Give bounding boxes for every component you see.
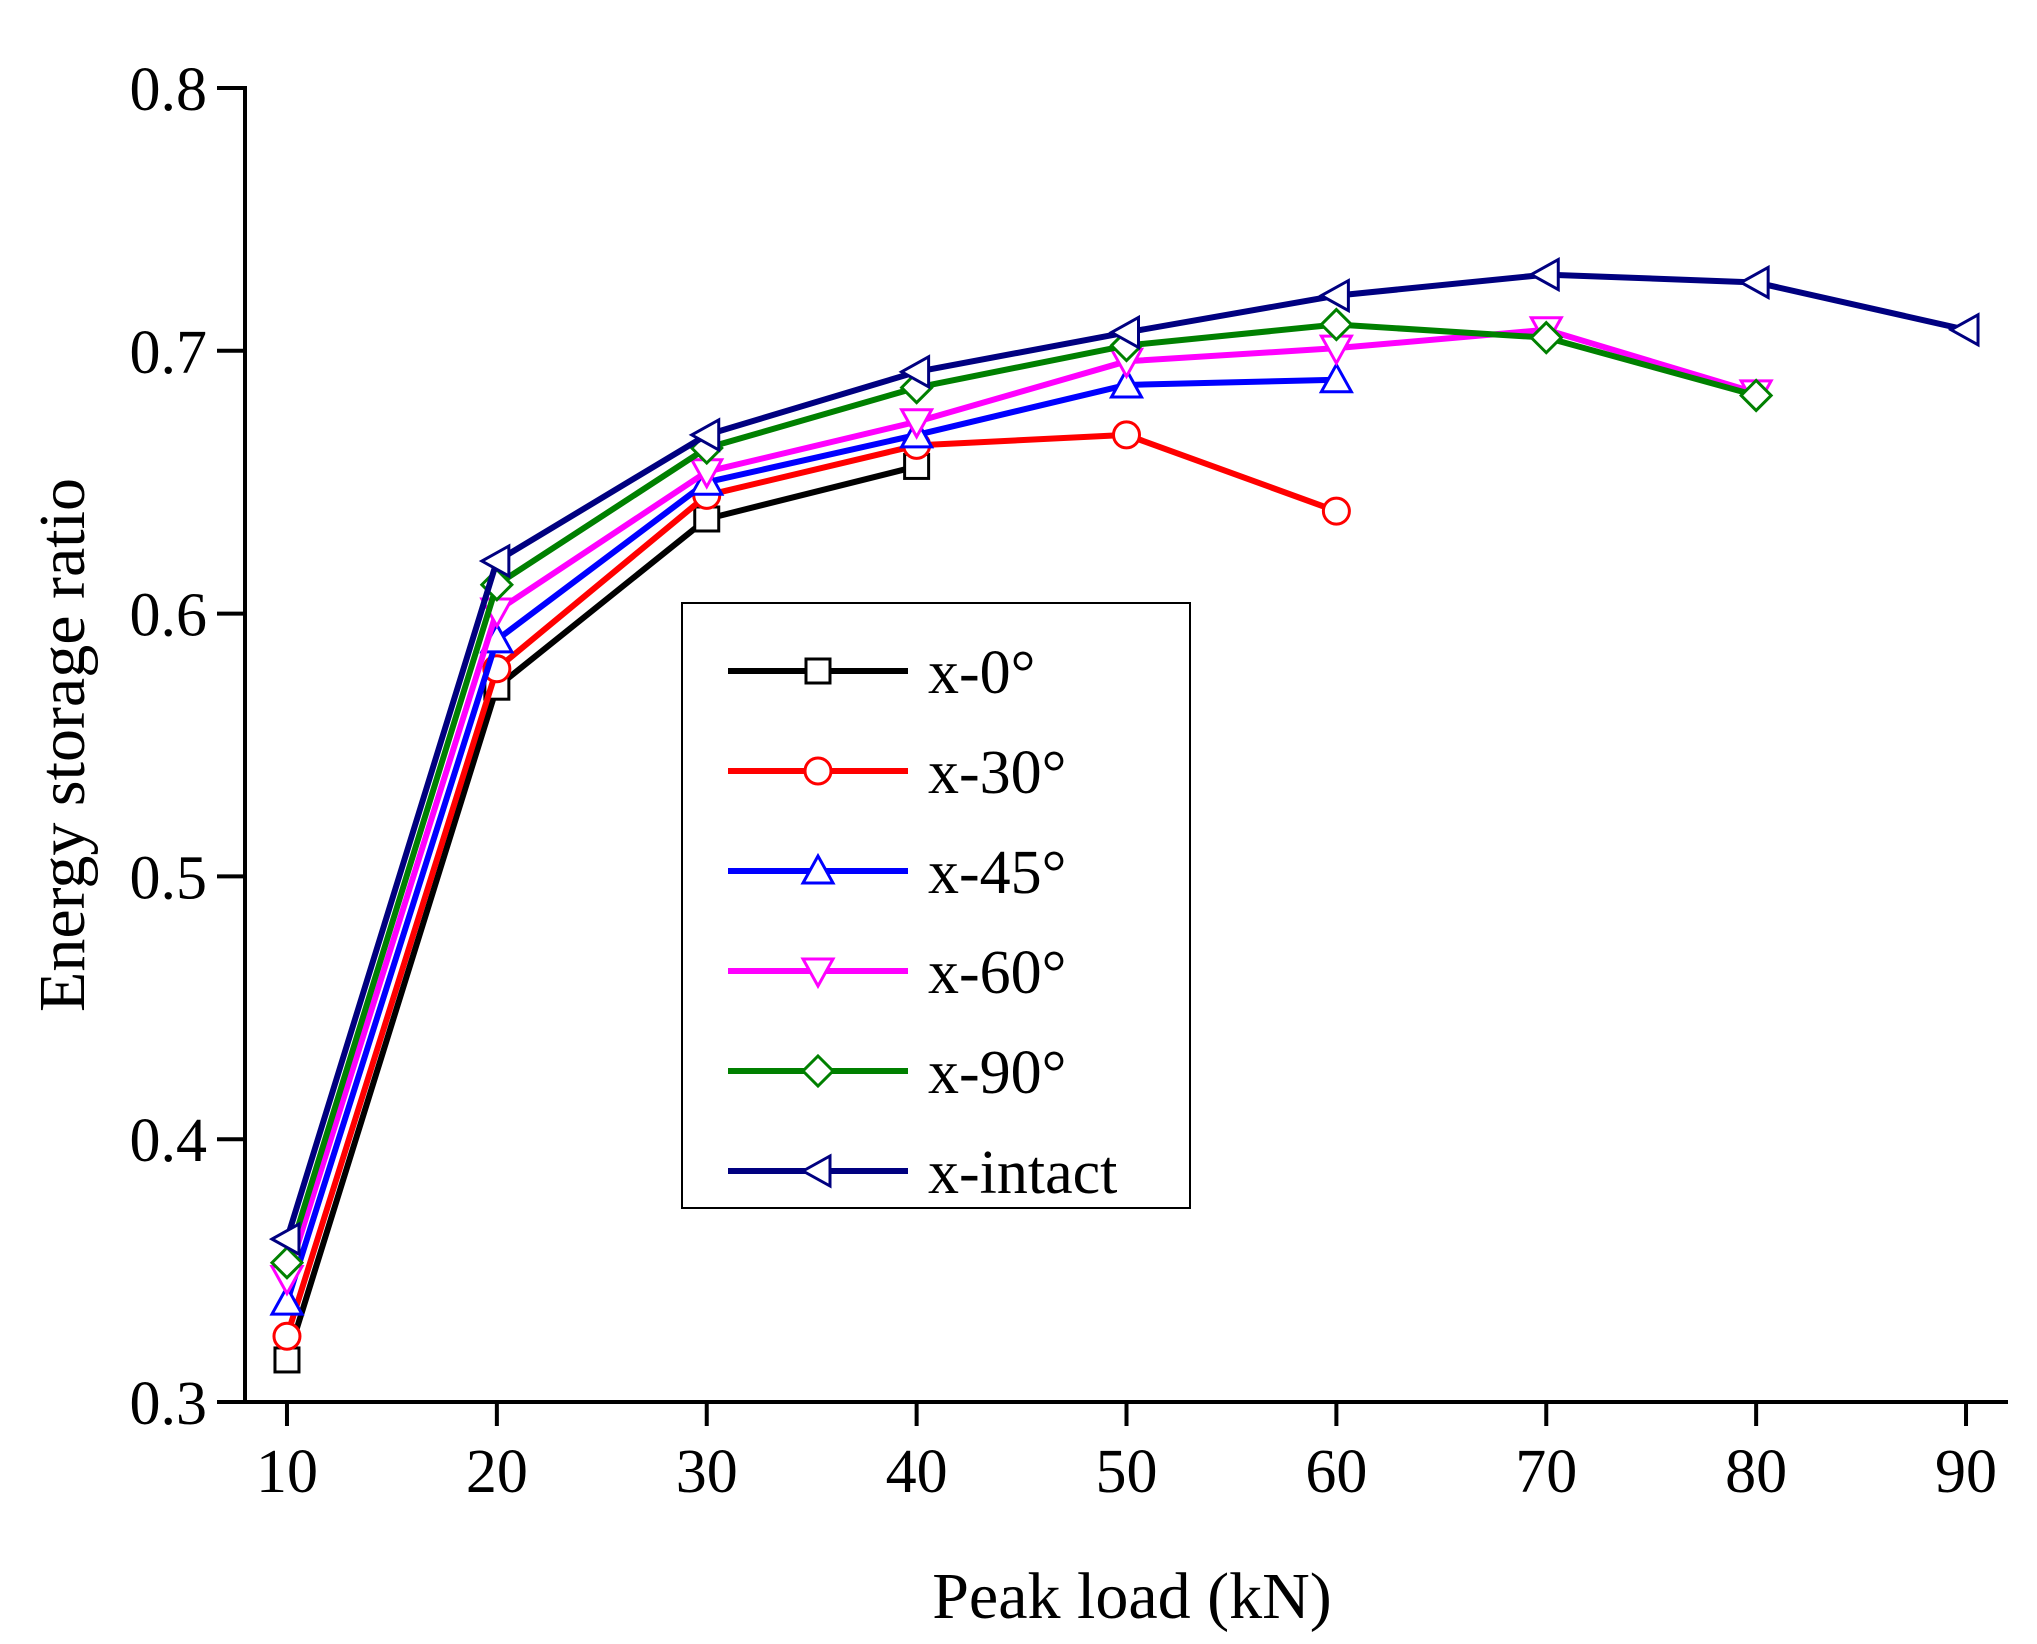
series-line	[284, 431, 1338, 1338]
data-point	[693, 505, 721, 533]
data-point	[268, 1221, 301, 1257]
data-point	[273, 1346, 301, 1374]
y-tick-label: 0.5	[130, 844, 208, 912]
data-point	[1112, 420, 1141, 450]
x-tick-label: 50	[1096, 1438, 1158, 1506]
x-tick-label: 40	[886, 1438, 948, 1506]
data-point	[1528, 257, 1560, 293]
legend-marker	[800, 1053, 836, 1089]
data-point	[899, 408, 935, 440]
data-point	[1947, 312, 1980, 348]
legend-label: x-intact	[928, 1139, 1117, 1207]
data-point	[478, 543, 511, 579]
x-tick-label: 20	[466, 1438, 528, 1506]
y-tick-label: 0.4	[130, 1107, 208, 1175]
legend-item: x-60°	[728, 939, 1066, 1007]
data-point	[269, 1245, 305, 1280]
x-tick-label: 60	[1305, 1438, 1367, 1506]
data-point	[1318, 278, 1350, 314]
data-point	[688, 417, 721, 453]
legend-item: x-45°	[728, 839, 1066, 907]
axes: 0.3 0.4 0.5 0.6 0.7 0.8 10 20 30 40 50 60 70 80 90	[130, 56, 2008, 1506]
data-point	[898, 354, 931, 390]
y-tick-label: 0.8	[130, 56, 208, 124]
series-line	[284, 321, 1757, 1264]
x-axis-title: Peak load (kN)	[932, 1560, 1332, 1633]
data-point	[1529, 320, 1564, 355]
x-tick-label: 30	[676, 1438, 738, 1506]
data-point	[1319, 307, 1354, 342]
y-tick-label: 0.7	[130, 319, 208, 387]
data-point	[1321, 496, 1351, 526]
y-tick-label: 0.3	[130, 1370, 208, 1438]
series-line	[284, 463, 918, 1361]
x-tick-label: 80	[1725, 1438, 1787, 1506]
data-point	[1108, 314, 1140, 350]
x-tick-label: 70	[1515, 1438, 1577, 1506]
data-point	[269, 1284, 305, 1316]
legend-label: x-45°	[928, 839, 1066, 907]
legend-item: x-90°	[728, 1039, 1066, 1107]
series-x-90°	[269, 307, 1774, 1280]
y-axis-title: Energy storage ratio	[26, 478, 99, 1012]
legend-marker	[804, 657, 832, 685]
series-layer	[268, 257, 1980, 1374]
series-line	[284, 376, 1337, 1304]
legend-marker	[799, 1153, 832, 1189]
legend-marker	[803, 756, 833, 786]
data-point	[1318, 361, 1354, 394]
series-x-intact	[268, 257, 1980, 1257]
data-point	[1738, 264, 1770, 301]
legend: x-0° x-30° x-45° x-60° x-90° x-intact	[681, 602, 1191, 1209]
y-tick-label: 0.6	[130, 582, 208, 650]
legend-label: x-0°	[928, 639, 1035, 707]
data-point	[1108, 366, 1145, 399]
legend-marker	[800, 957, 836, 990]
legend-box	[681, 602, 1191, 1209]
data-point	[272, 1321, 302, 1351]
data-point	[1739, 378, 1774, 413]
x-tick-label: 10	[256, 1438, 318, 1506]
legend-label: x-30°	[928, 739, 1066, 807]
legend-item: x-0°	[728, 639, 1035, 707]
legend-label: x-60°	[928, 939, 1066, 1007]
legend-marker	[800, 852, 836, 885]
x-tick-label: 90	[1935, 1438, 1997, 1506]
legend-item: x-30°	[728, 739, 1066, 807]
legend-label: x-90°	[928, 1039, 1066, 1107]
legend-item: x-intact	[728, 1139, 1117, 1207]
